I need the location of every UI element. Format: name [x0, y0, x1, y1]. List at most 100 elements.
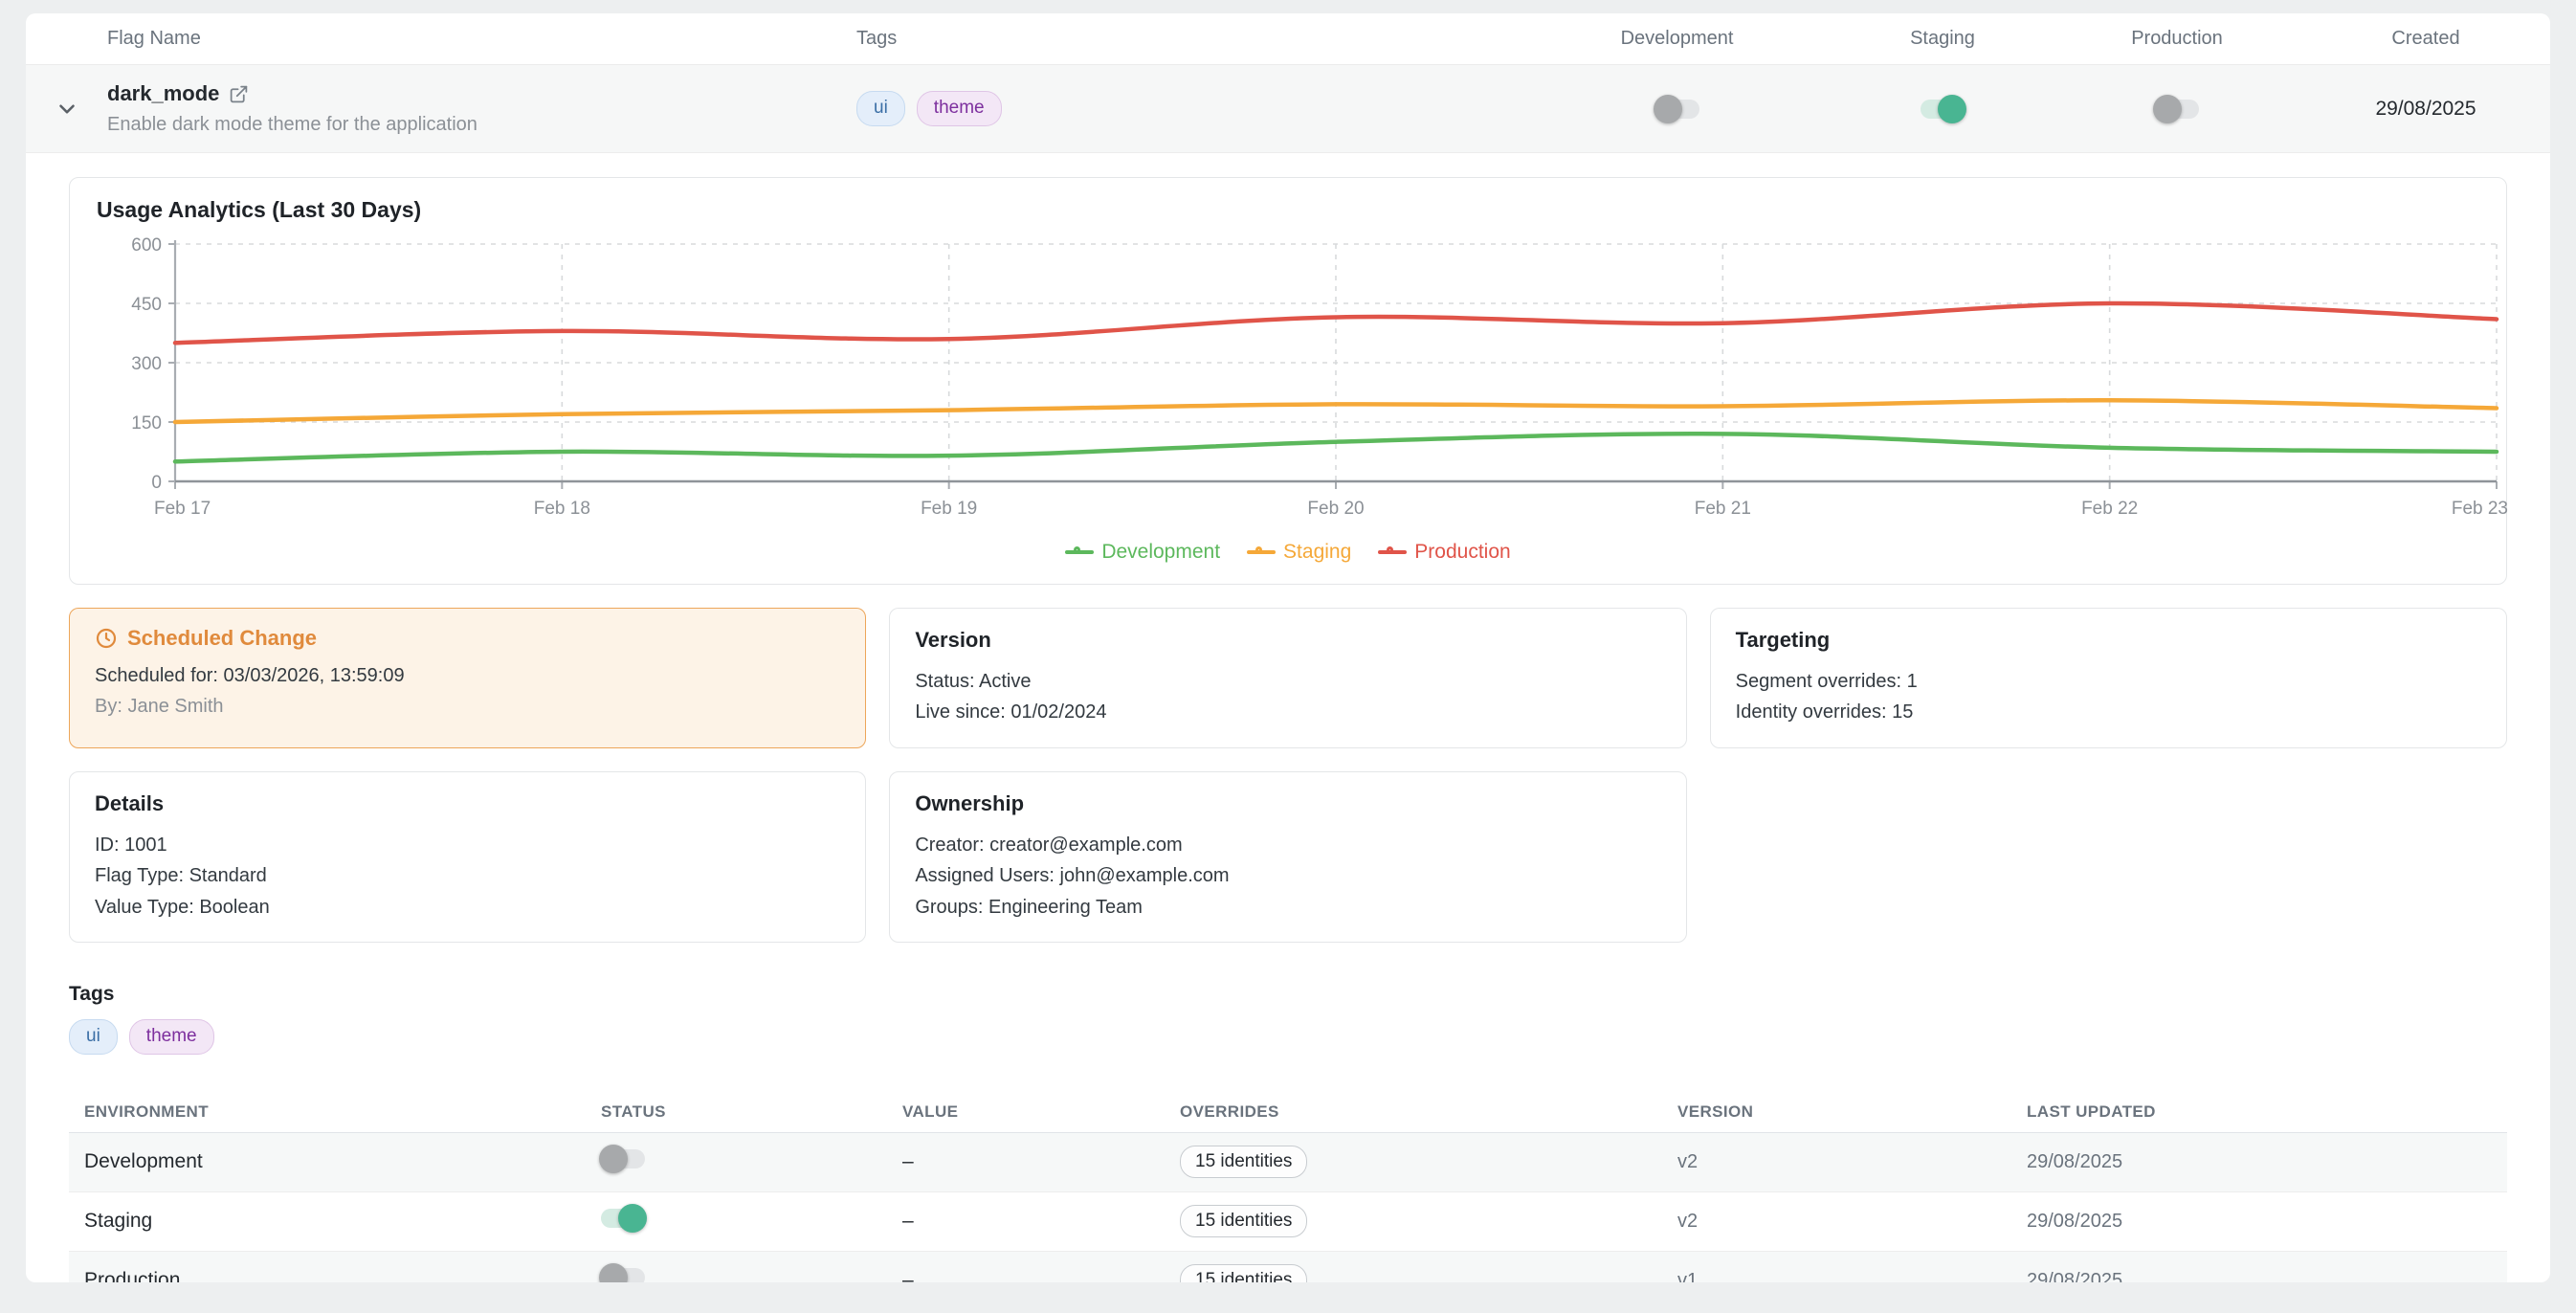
- ownership-groups: Groups: Engineering Team: [915, 892, 1660, 923]
- env-status-toggle[interactable]: [601, 1268, 645, 1282]
- scheduled-change-title: Scheduled Change: [127, 626, 317, 651]
- development-toggle-cell: [1521, 100, 1832, 119]
- svg-text:Feb 20: Feb 20: [1307, 499, 1364, 519]
- env-last-updated: 29/08/2025: [2011, 1211, 2507, 1233]
- targeting-card: Targeting Segment overrides: 1 Identity …: [1710, 608, 2507, 748]
- version-card: Version Status: Active Live since: 01/02…: [889, 608, 1686, 748]
- env-col-overrides: OVERRIDES: [1165, 1102, 1662, 1122]
- ownership-card: Ownership Creator: creator@example.com A…: [889, 771, 1686, 943]
- external-link-icon[interactable]: [229, 84, 249, 104]
- env-col-version: VERSION: [1662, 1102, 2011, 1122]
- flag-name-cell: dark_mode Enable dark mode theme for the…: [107, 81, 856, 136]
- legend-label: Development: [1101, 541, 1220, 564]
- env-last-updated: 29/08/2025: [2011, 1270, 2507, 1282]
- svg-text:Feb 18: Feb 18: [534, 499, 590, 519]
- staging-toggle-cell: [1832, 100, 2053, 119]
- env-overrides-cell: 15 identities: [1165, 1205, 1662, 1237]
- tag-chip-ui: ui: [856, 91, 905, 126]
- environments-table: ENVIRONMENT STATUS VALUE OVERRIDES VERSI…: [69, 1093, 2507, 1282]
- legend-item-development[interactable]: Development: [1065, 541, 1220, 564]
- usage-analytics-card: Usage Analytics (Last 30 Days) 015030045…: [69, 177, 2507, 585]
- series-staging: [175, 400, 2497, 422]
- tags-section-chips: uitheme: [69, 1019, 2507, 1055]
- env-status-toggle[interactable]: [601, 1149, 645, 1168]
- toggle-knob: [2153, 95, 2182, 123]
- details-card-title: Details: [95, 791, 840, 816]
- development-toggle[interactable]: [1655, 100, 1699, 119]
- svg-text:450: 450: [131, 295, 162, 315]
- svg-text:Feb 21: Feb 21: [1695, 499, 1751, 519]
- env-status-cell: [586, 1268, 887, 1282]
- details-value-type: Value Type: Boolean: [95, 892, 840, 923]
- identity-overrides: Identity overrides: 15: [1736, 697, 2481, 727]
- svg-text:Feb 23: Feb 23: [2452, 499, 2508, 519]
- col-header-created: Created: [2301, 28, 2550, 50]
- flag-tags-cell: uitheme: [856, 91, 1521, 126]
- env-col-status: STATUS: [586, 1102, 887, 1122]
- flag-detail-panel: Flag Name Tags Development Staging Produ…: [26, 13, 2550, 1282]
- line-chart: 0150300450600Feb 17Feb 18Feb 19Feb 20Feb…: [97, 233, 2508, 531]
- env-status-cell: [586, 1149, 887, 1174]
- legend-label: Production: [1414, 541, 1510, 564]
- legend-item-production[interactable]: Production: [1378, 541, 1510, 564]
- collapse-row-button[interactable]: [26, 97, 107, 122]
- env-value: –: [887, 1269, 1165, 1282]
- env-version: v2: [1662, 1211, 2011, 1233]
- scheduled-for-text: Scheduled for: 03/03/2026, 13:59:09: [95, 660, 840, 691]
- toggle-knob: [599, 1145, 628, 1173]
- col-header-staging: Staging: [1832, 28, 2053, 50]
- info-cards-row-1: Scheduled Change Scheduled for: 03/03/20…: [69, 608, 2507, 748]
- toggle-knob: [1654, 95, 1682, 123]
- svg-text:300: 300: [131, 354, 162, 374]
- identities-badge[interactable]: 15 identities: [1180, 1146, 1307, 1178]
- clock-icon: [95, 627, 118, 650]
- env-last-updated: 29/08/2025: [2011, 1151, 2507, 1173]
- identities-badge[interactable]: 15 identities: [1180, 1205, 1307, 1237]
- info-cards-row-2: Details ID: 1001 Flag Type: Standard Val…: [69, 771, 2507, 943]
- env-name: Production: [69, 1269, 586, 1282]
- col-header-development: Development: [1521, 28, 1832, 50]
- toggle-knob: [599, 1263, 628, 1282]
- production-toggle-cell: [2053, 100, 2301, 119]
- tag-chip-theme: theme: [129, 1019, 214, 1055]
- env-status-toggle[interactable]: [601, 1209, 645, 1228]
- legend-marker-icon: [1065, 550, 1094, 554]
- tags-section-title: Tags: [69, 983, 2507, 1006]
- production-toggle[interactable]: [2155, 100, 2199, 119]
- ownership-card-title: Ownership: [915, 791, 1660, 816]
- identities-badge[interactable]: 15 identities: [1180, 1264, 1307, 1282]
- svg-text:600: 600: [131, 235, 162, 256]
- ownership-creator: Creator: creator@example.com: [915, 830, 1660, 860]
- env-version: v2: [1662, 1151, 2011, 1173]
- flag-description: Enable dark mode theme for the applicati…: [107, 114, 856, 136]
- tags-section: Tags uitheme: [69, 983, 2507, 1055]
- env-overrides-cell: 15 identities: [1165, 1264, 1662, 1282]
- col-header-flag-name: Flag Name: [107, 28, 856, 50]
- env-status-cell: [586, 1209, 887, 1234]
- staging-toggle[interactable]: [1921, 100, 1965, 119]
- tag-chip-theme: theme: [917, 91, 1002, 126]
- env-value: –: [887, 1150, 1165, 1173]
- scheduled-change-title-row: Scheduled Change: [95, 626, 840, 651]
- legend-item-staging[interactable]: Staging: [1247, 541, 1351, 564]
- env-row-development: Development – 15 identities v2 29/08/202…: [69, 1133, 2507, 1192]
- targeting-card-title: Targeting: [1736, 628, 2481, 653]
- segment-overrides: Segment overrides: 1: [1736, 666, 2481, 697]
- flag-name[interactable]: dark_mode: [107, 81, 219, 106]
- chart-title: Usage Analytics (Last 30 Days): [97, 197, 2479, 223]
- legend-marker-icon: [1247, 550, 1276, 554]
- toggle-knob: [618, 1204, 647, 1233]
- usage-chart: 0150300450600Feb 17Feb 18Feb 19Feb 20Feb…: [97, 233, 2479, 536]
- empty-card-slot: [1710, 771, 2507, 943]
- env-name: Development: [69, 1150, 586, 1173]
- version-live-since: Live since: 01/02/2024: [915, 697, 1660, 727]
- environments-table-body: Development – 15 identities v2 29/08/202…: [69, 1133, 2507, 1282]
- tag-chip-ui: ui: [69, 1019, 118, 1055]
- col-header-tags: Tags: [856, 28, 1521, 50]
- legend-marker-icon: [1378, 550, 1407, 554]
- flag-row[interactable]: dark_mode Enable dark mode theme for the…: [26, 65, 2550, 153]
- env-col-environment: ENVIRONMENT: [69, 1102, 586, 1122]
- flag-expanded-details: Usage Analytics (Last 30 Days) 015030045…: [26, 153, 2550, 1282]
- svg-text:Feb 17: Feb 17: [154, 499, 211, 519]
- env-name: Staging: [69, 1210, 586, 1233]
